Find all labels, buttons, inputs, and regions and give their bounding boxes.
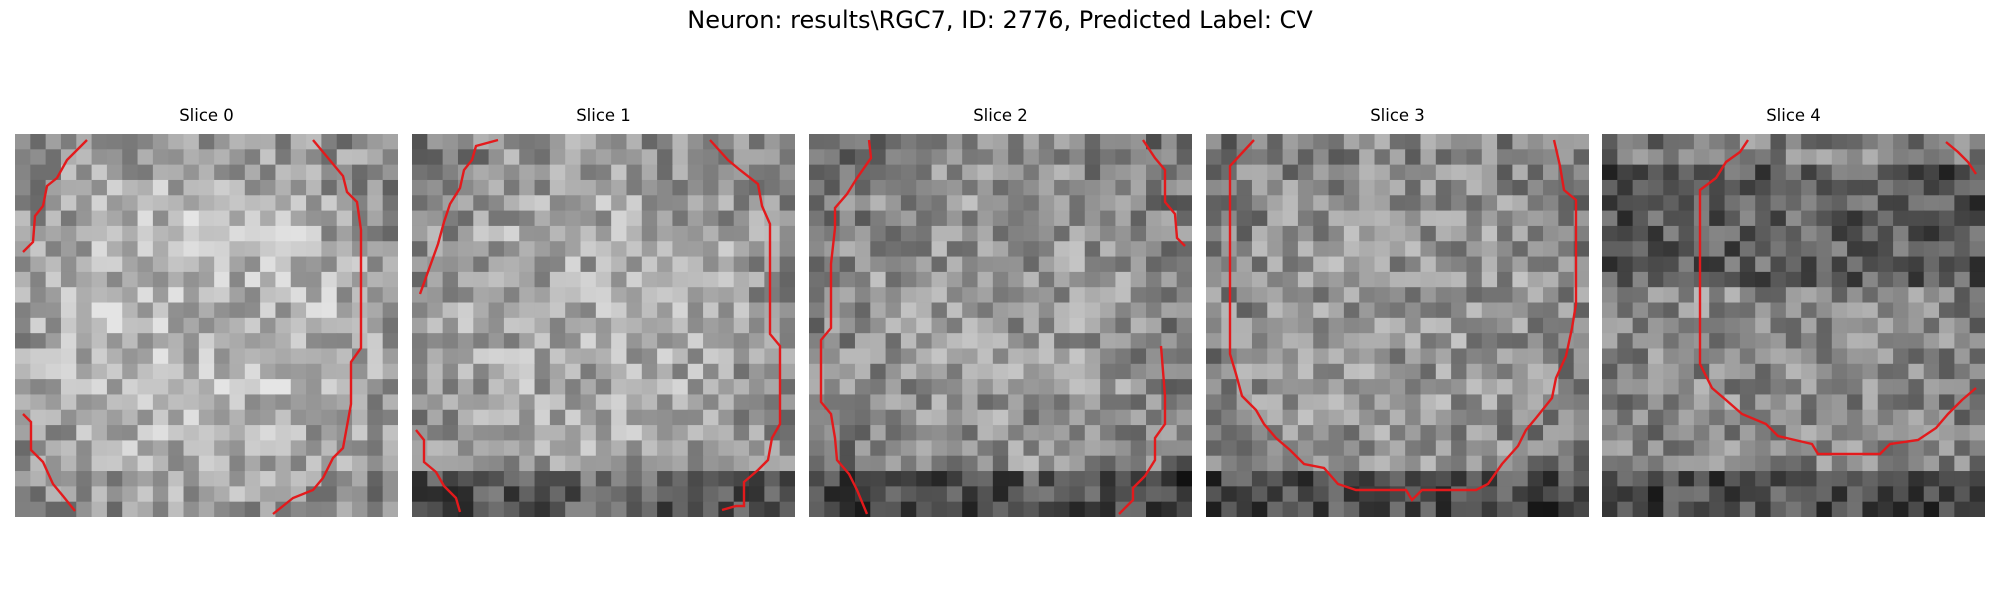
figure-title: Neuron: results\RGC7, ID: 2776, Predicte… bbox=[687, 6, 1313, 34]
slice-panel-1: Slice 1 bbox=[412, 106, 795, 517]
slice-image-1 bbox=[412, 134, 795, 517]
slice-image-0 bbox=[15, 134, 398, 517]
slice-panel-0: Slice 0 bbox=[15, 106, 398, 517]
contour-line-4b bbox=[1945, 141, 1977, 175]
pixel-grid-3 bbox=[1206, 134, 1589, 517]
slice-image-2 bbox=[809, 134, 1192, 517]
contour-line-2b bbox=[1142, 139, 1186, 247]
pixel-grid-2 bbox=[809, 134, 1192, 517]
slice-title-2: Slice 2 bbox=[973, 106, 1028, 125]
contour-line-2c bbox=[1118, 345, 1167, 515]
contour-line-0c bbox=[22, 413, 76, 512]
slice-panel-4: Slice 4 bbox=[1602, 106, 1985, 517]
contour-line-3 bbox=[1228, 139, 1578, 502]
slice-image-3 bbox=[1206, 134, 1589, 517]
contour-line-4a bbox=[1698, 139, 1977, 456]
slice-title-3: Slice 3 bbox=[1370, 106, 1425, 125]
pixel-grid-0 bbox=[15, 134, 398, 517]
contour-line-0b bbox=[272, 139, 363, 515]
contour-line-2a bbox=[819, 139, 873, 515]
pixel-grid-1 bbox=[412, 134, 795, 517]
slice-image-4 bbox=[1602, 134, 1985, 517]
contour-line-0a bbox=[22, 139, 88, 253]
slice-panel-3: Slice 3 bbox=[1206, 106, 1589, 517]
slice-panel-2: Slice 2 bbox=[809, 106, 1192, 517]
slice-title-0: Slice 0 bbox=[179, 106, 234, 125]
contour-line-1b bbox=[709, 139, 782, 512]
contour-line-1a bbox=[418, 138, 499, 295]
slice-title-1: Slice 1 bbox=[576, 106, 631, 125]
pixel-grid-4 bbox=[1602, 134, 1985, 517]
contour-line-1c bbox=[415, 429, 462, 513]
slice-title-4: Slice 4 bbox=[1766, 106, 1821, 125]
